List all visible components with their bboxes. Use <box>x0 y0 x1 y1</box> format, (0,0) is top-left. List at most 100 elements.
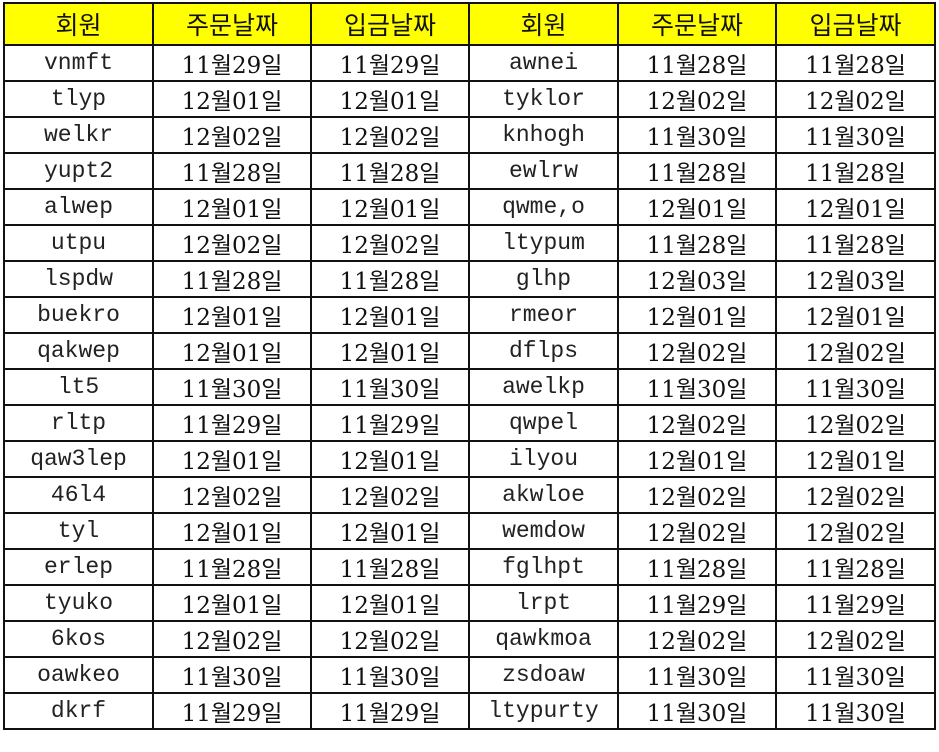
cell-payment-date[interactable]: 12월02일 <box>775 512 936 550</box>
cell-member[interactable]: qaw3lep <box>3 440 154 478</box>
cell-payment-date[interactable]: 11월29일 <box>310 692 470 730</box>
cell-payment-date[interactable]: 11월30일 <box>310 656 470 694</box>
cell-payment-date[interactable]: 12월01일 <box>775 440 936 478</box>
cell-member[interactable]: oawkeo <box>3 656 154 694</box>
cell-member[interactable]: 46l4 <box>3 476 154 514</box>
cell-payment-date[interactable]: 11월30일 <box>310 368 470 406</box>
cell-order-date[interactable]: 11월28일 <box>617 224 777 262</box>
cell-member[interactable]: utpu <box>3 224 154 262</box>
cell-payment-date[interactable]: 12월02일 <box>775 476 936 514</box>
cell-member[interactable]: glhp <box>468 260 619 298</box>
cell-order-date[interactable]: 11월30일 <box>617 692 777 730</box>
cell-order-date[interactable]: 12월02일 <box>617 404 777 442</box>
cell-member[interactable]: erlep <box>3 548 154 586</box>
cell-payment-date[interactable]: 12월02일 <box>775 80 936 118</box>
cell-member[interactable]: ilyou <box>468 440 619 478</box>
cell-order-date[interactable]: 12월02일 <box>617 512 777 550</box>
cell-member[interactable]: lt5 <box>3 368 154 406</box>
cell-order-date[interactable]: 11월28일 <box>617 152 777 190</box>
cell-payment-date[interactable]: 12월02일 <box>775 620 936 658</box>
cell-payment-date[interactable]: 12월01일 <box>310 188 470 226</box>
cell-payment-date[interactable]: 12월01일 <box>310 296 470 334</box>
cell-payment-date[interactable]: 11월30일 <box>775 692 936 730</box>
cell-order-date[interactable]: 11월30일 <box>617 116 777 154</box>
cell-order-date[interactable]: 12월01일 <box>152 80 312 118</box>
cell-member[interactable]: lrpt <box>468 584 619 622</box>
cell-member[interactable]: akwloe <box>468 476 619 514</box>
cell-payment-date[interactable]: 11월30일 <box>775 368 936 406</box>
cell-order-date[interactable]: 12월02일 <box>152 116 312 154</box>
cell-order-date[interactable]: 11월29일 <box>617 584 777 622</box>
cell-payment-date[interactable]: 11월29일 <box>310 44 470 82</box>
header-order-date[interactable]: 주문날짜 <box>617 2 777 46</box>
cell-member[interactable]: qwpel <box>468 404 619 442</box>
cell-order-date[interactable]: 12월01일 <box>152 188 312 226</box>
header-payment-date[interactable]: 입금날짜 <box>775 2 936 46</box>
cell-payment-date[interactable]: 11월28일 <box>775 224 936 262</box>
header-member[interactable]: 회원 <box>468 2 619 46</box>
cell-order-date[interactable]: 12월02일 <box>617 332 777 370</box>
cell-payment-date[interactable]: 11월29일 <box>775 584 936 622</box>
cell-member[interactable]: dkrf <box>3 692 154 730</box>
cell-order-date[interactable]: 12월03일 <box>617 260 777 298</box>
cell-order-date[interactable]: 11월29일 <box>152 44 312 82</box>
cell-order-date[interactable]: 12월01일 <box>152 584 312 622</box>
cell-member[interactable]: buekro <box>3 296 154 334</box>
cell-order-date[interactable]: 12월01일 <box>152 332 312 370</box>
cell-member[interactable]: ltypum <box>468 224 619 262</box>
cell-order-date[interactable]: 11월28일 <box>152 152 312 190</box>
cell-order-date[interactable]: 11월29일 <box>152 692 312 730</box>
cell-payment-date[interactable]: 12월02일 <box>310 116 470 154</box>
cell-payment-date[interactable]: 11월29일 <box>310 404 470 442</box>
cell-payment-date[interactable]: 11월28일 <box>775 548 936 586</box>
cell-payment-date[interactable]: 12월03일 <box>775 260 936 298</box>
cell-payment-date[interactable]: 11월28일 <box>310 548 470 586</box>
cell-payment-date[interactable]: 12월02일 <box>310 476 470 514</box>
cell-order-date[interactable]: 11월30일 <box>152 656 312 694</box>
cell-order-date[interactable]: 11월30일 <box>617 368 777 406</box>
cell-payment-date[interactable]: 12월01일 <box>310 80 470 118</box>
cell-payment-date[interactable]: 12월01일 <box>310 440 470 478</box>
cell-order-date[interactable]: 12월01일 <box>617 188 777 226</box>
cell-order-date[interactable]: 11월29일 <box>152 404 312 442</box>
cell-member[interactable]: tyl <box>3 512 154 550</box>
cell-payment-date[interactable]: 12월01일 <box>310 332 470 370</box>
cell-payment-date[interactable]: 12월01일 <box>775 296 936 334</box>
cell-order-date[interactable]: 11월28일 <box>152 260 312 298</box>
cell-order-date[interactable]: 11월30일 <box>152 368 312 406</box>
cell-member[interactable]: awelkp <box>468 368 619 406</box>
header-order-date[interactable]: 주문날짜 <box>152 2 312 46</box>
cell-order-date[interactable]: 12월01일 <box>152 512 312 550</box>
cell-member[interactable]: zsdoaw <box>468 656 619 694</box>
cell-member[interactable]: tyklor <box>468 80 619 118</box>
cell-member[interactable]: dflps <box>468 332 619 370</box>
cell-member[interactable]: ewlrw <box>468 152 619 190</box>
cell-member[interactable]: awnei <box>468 44 619 82</box>
cell-order-date[interactable]: 12월01일 <box>152 440 312 478</box>
cell-member[interactable]: qawkmoa <box>468 620 619 658</box>
cell-payment-date[interactable]: 11월28일 <box>775 152 936 190</box>
cell-payment-date[interactable]: 12월01일 <box>775 188 936 226</box>
cell-member[interactable]: rltp <box>3 404 154 442</box>
cell-payment-date[interactable]: 11월28일 <box>310 152 470 190</box>
cell-member[interactable]: vnmft <box>3 44 154 82</box>
cell-member[interactable]: alwep <box>3 188 154 226</box>
cell-payment-date[interactable]: 11월30일 <box>775 116 936 154</box>
cell-payment-date[interactable]: 11월28일 <box>775 44 936 82</box>
cell-order-date[interactable]: 12월02일 <box>617 476 777 514</box>
cell-order-date[interactable]: 12월02일 <box>617 620 777 658</box>
cell-member[interactable]: 6kos <box>3 620 154 658</box>
cell-order-date[interactable]: 11월28일 <box>152 548 312 586</box>
cell-payment-date[interactable]: 12월02일 <box>310 620 470 658</box>
cell-order-date[interactable]: 12월02일 <box>152 620 312 658</box>
cell-order-date[interactable]: 11월28일 <box>617 548 777 586</box>
cell-member[interactable]: qakwep <box>3 332 154 370</box>
cell-member[interactable]: fglhpt <box>468 548 619 586</box>
cell-payment-date[interactable]: 12월01일 <box>310 512 470 550</box>
cell-payment-date[interactable]: 11월30일 <box>775 656 936 694</box>
cell-member[interactable]: welkr <box>3 116 154 154</box>
cell-member[interactable]: lspdw <box>3 260 154 298</box>
header-member[interactable]: 회원 <box>3 2 154 46</box>
cell-member[interactable]: knhogh <box>468 116 619 154</box>
cell-member[interactable]: wemdow <box>468 512 619 550</box>
